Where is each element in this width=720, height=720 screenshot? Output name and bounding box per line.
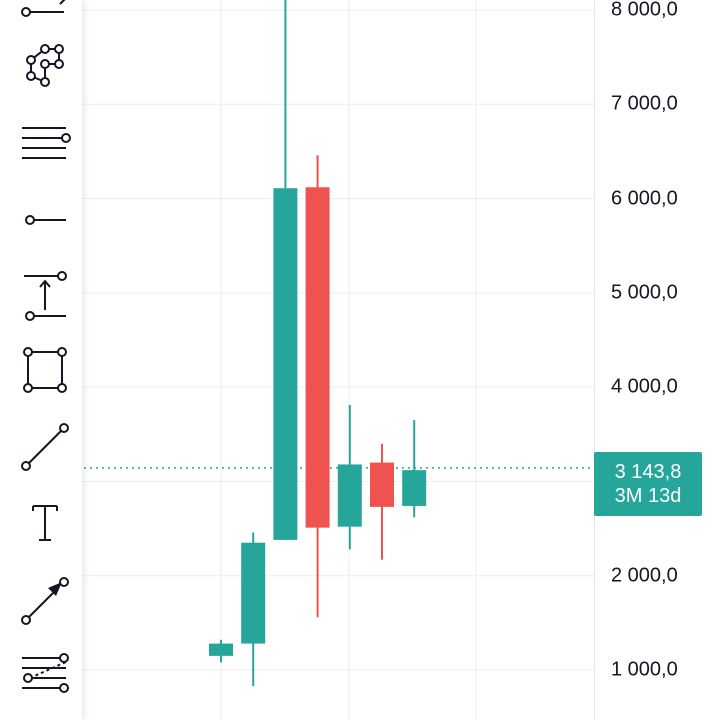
bar-countdown: 3M 13d (614, 485, 682, 507)
horizontal-ray-tool[interactable] (18, 194, 72, 246)
price-tick-label: 8 000,0 (611, 0, 678, 21)
candle-body (337, 464, 362, 527)
arrow-icon (21, 577, 69, 625)
price-range-tool[interactable] (18, 270, 72, 322)
candle-body (305, 187, 330, 528)
price-tick-label: 1 000,0 (611, 658, 678, 681)
drawing-toolbar (0, 0, 82, 720)
candle-body (402, 470, 427, 506)
price-tick-label: 2 000,0 (611, 564, 678, 587)
candle-body (273, 188, 298, 540)
last-price-value: 3 143,8 (614, 461, 682, 483)
price-axis-divider (594, 0, 595, 720)
candle-body (241, 542, 266, 644)
trend-line-tool[interactable] (18, 420, 72, 472)
fib-retracement-icon (22, 653, 69, 693)
last-price-badge: 3 143,8 3M 13d (594, 452, 702, 516)
trend-line-icon (21, 423, 69, 471)
fib-retracement-tool[interactable] (18, 648, 72, 700)
pattern-nodes-icon (26, 44, 64, 87)
pattern-tool[interactable] (18, 40, 72, 92)
candle-body (370, 462, 394, 507)
parallel-channel-tool[interactable] (18, 120, 72, 172)
text-tool[interactable] (18, 498, 72, 550)
arrow-tool[interactable] (18, 574, 72, 626)
price-tick-label: 7 000,0 (611, 92, 678, 115)
text-icon (32, 505, 58, 541)
ray-line-icon (21, 0, 66, 17)
price-range-icon (24, 271, 67, 321)
price-tick-label: 5 000,0 (611, 281, 678, 304)
parallel-channel-icon (22, 127, 71, 159)
candle-body (209, 643, 233, 656)
ray-line-tool[interactable] (18, 0, 72, 34)
rectangle-icon (23, 347, 67, 393)
rectangle-tool[interactable] (18, 344, 72, 396)
horizontal-ray-icon (25, 215, 66, 225)
price-tick-label: 4 000,0 (611, 375, 678, 398)
price-tick-label: 6 000,0 (611, 187, 678, 210)
